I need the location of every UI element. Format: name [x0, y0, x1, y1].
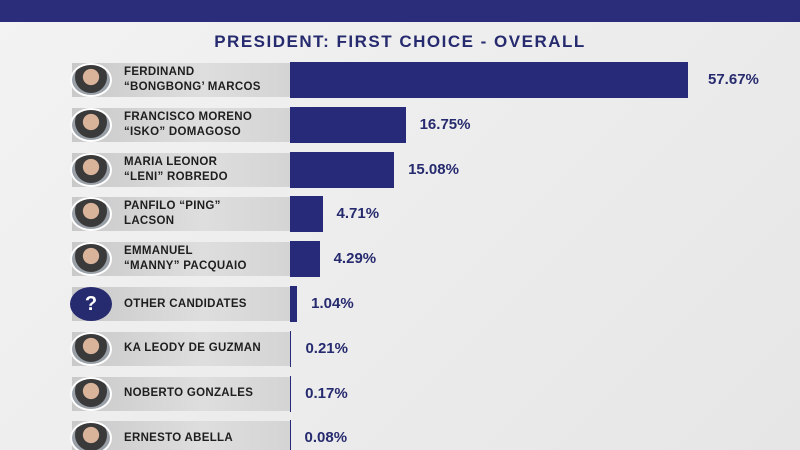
other-icon: ? [70, 287, 112, 321]
candidate-name: PANFILO “PING” LACSON [124, 200, 221, 228]
candidate-label-box: PANFILO “PING” LACSON [72, 197, 290, 232]
value-label: 0.21% [305, 339, 348, 357]
candidate-name: NOBERTO GONZALES [124, 387, 254, 400]
candidate-photo [70, 331, 112, 366]
candidate-photo [70, 376, 112, 411]
value-label: 4.29% [333, 250, 377, 268]
value-label: 15.08% [408, 160, 459, 178]
candidate-name: KA LEODY DE GUZMAN [124, 342, 262, 355]
value-label: 0.17% [305, 384, 348, 402]
value-label: 16.75% [419, 115, 471, 133]
value-label: 0.08% [304, 429, 348, 447]
candidate-name: FRANCISCO MORENO “ISKO” DOMAGOSO [124, 110, 253, 138]
candidate-name: OTHER CANDIDATES [124, 297, 247, 310]
value-label: 4.71% [336, 205, 380, 223]
bar [290, 241, 320, 278]
candidate-name: MARIA LEONOR “LENI” ROBREDO [124, 155, 228, 183]
candidate-photo [70, 152, 112, 187]
value-label: 57.67% [708, 71, 759, 88]
bar [290, 286, 298, 322]
bar [290, 106, 406, 143]
candidate-photo [70, 421, 112, 450]
header-band [0, 0, 800, 22]
chart-title: PRESIDENT: FIRST CHOICE - OVERALL [214, 32, 586, 51]
candidate-name: EMMANUEL “MANNY” PACQUAIO [124, 245, 247, 273]
bar [290, 330, 292, 367]
candidate-photo [70, 242, 112, 277]
bar [290, 62, 688, 98]
candidate-name: FERDINAND “BONGBONG’ MARCOS [124, 66, 261, 93]
candidate-photo [70, 63, 112, 97]
bar [290, 151, 395, 188]
bar [290, 375, 292, 412]
candidate-photo [70, 107, 112, 142]
bar [290, 196, 323, 233]
bar [290, 420, 291, 450]
candidate-name: ERNESTO ABELLA [124, 431, 233, 444]
value-label: 1.04% [311, 295, 354, 312]
candidate-photo [70, 197, 112, 232]
